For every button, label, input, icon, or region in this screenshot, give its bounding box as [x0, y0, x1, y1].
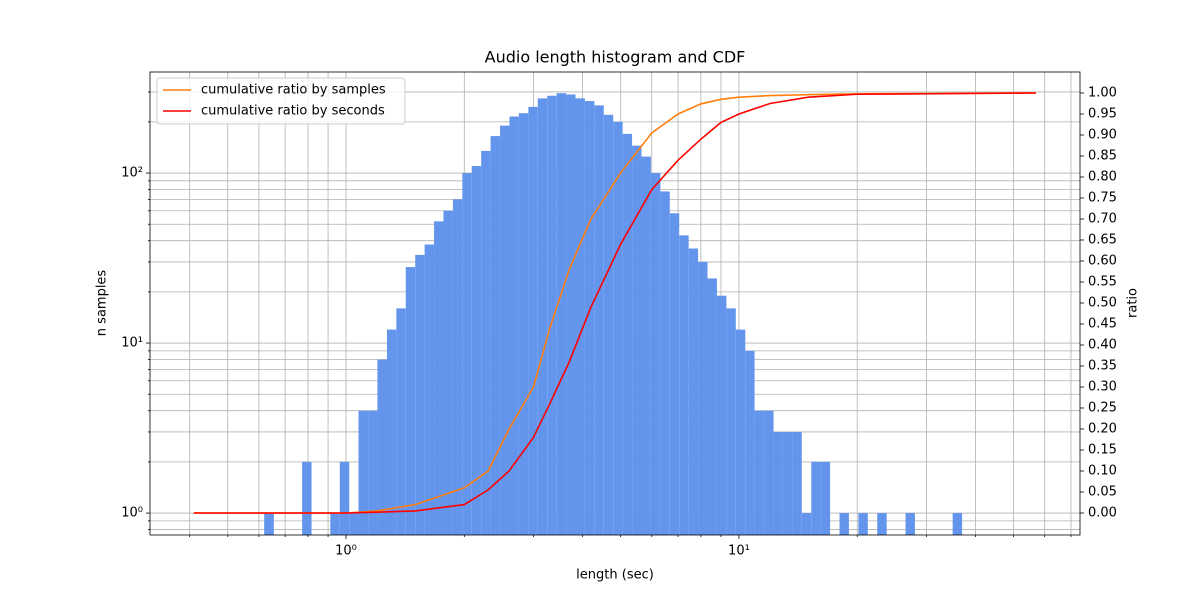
histogram-bar [811, 461, 821, 535]
histogram-bar [773, 431, 783, 535]
histogram-bar [358, 410, 369, 535]
y2-tick-label: 0.05 [1088, 484, 1117, 499]
histogram-bar [858, 513, 868, 535]
histogram-bar [415, 254, 425, 535]
histogram-bar [952, 513, 963, 535]
histogram-bar [339, 461, 350, 535]
histogram-bar [434, 221, 444, 535]
x-tick-label: 10⁰ [335, 544, 357, 559]
histogram-bar [368, 410, 378, 535]
y2-tick-label: 0.10 [1088, 463, 1117, 478]
histogram-bar [603, 114, 614, 535]
histogram-bar [877, 513, 887, 535]
y-tick-label: 10² [121, 166, 143, 181]
y2-tick-label: 0.15 [1088, 442, 1117, 457]
y2-tick-label: 0.50 [1088, 295, 1117, 310]
histogram-bar [518, 113, 529, 535]
histogram-bar [490, 136, 501, 535]
histogram-bar [556, 93, 567, 535]
histogram-bar [471, 166, 482, 535]
histogram-bar [452, 199, 463, 536]
histogram-bar [735, 329, 746, 535]
histogram-bar [641, 156, 651, 535]
y2-tick-label: 0.60 [1088, 253, 1117, 268]
y2-tick-label: 0.00 [1088, 505, 1117, 520]
histogram-bar [330, 513, 340, 535]
y2-tick-label: 0.95 [1088, 106, 1117, 121]
y2-tick-label: 0.85 [1088, 148, 1117, 163]
histogram-bar [396, 308, 406, 535]
y2-tick-label: 0.30 [1088, 379, 1117, 394]
y2-tick-label: 0.80 [1088, 169, 1117, 184]
histogram-bar [716, 295, 727, 535]
y2-tick-label: 0.25 [1088, 400, 1117, 415]
histogram-bar [547, 95, 557, 535]
y2-tick-label: 0.75 [1088, 190, 1117, 205]
histogram-bar [349, 513, 359, 535]
histogram-bar [481, 150, 491, 536]
histogram-bar [264, 513, 274, 535]
y2-tick-label: 0.65 [1088, 232, 1117, 247]
histogram-bar [537, 98, 548, 535]
x-tick-label: 10¹ [728, 544, 750, 559]
chart-title: Audio length histogram and CDF [485, 48, 746, 67]
y-tick-label: 10¹ [121, 336, 143, 351]
histogram-bar [754, 410, 765, 535]
histogram-bar [698, 261, 708, 535]
histogram-bar [792, 431, 802, 535]
histogram-bar [302, 461, 312, 535]
y2-tick-label: 0.90 [1088, 127, 1117, 142]
histogram-bar [528, 106, 538, 535]
histogram-bar [443, 210, 453, 535]
y2-tick-label: 0.70 [1088, 211, 1117, 226]
histogram-bar [509, 116, 519, 536]
histogram-bar [377, 359, 387, 535]
histogram-bar [622, 133, 633, 535]
histogram-bar [801, 513, 812, 535]
histogram-bar [839, 513, 849, 535]
histogram-bar [386, 329, 397, 535]
histogram-bar [764, 410, 774, 535]
histogram-bar [660, 191, 670, 535]
histogram-bar [745, 350, 755, 535]
y-tick-label: 10⁰ [121, 506, 143, 521]
histogram-bar [707, 278, 717, 535]
histogram-bar [820, 461, 831, 535]
histogram-bar [500, 125, 510, 535]
histogram-bar [679, 235, 689, 536]
histogram-bar [575, 98, 585, 535]
cdf-line [193, 92, 1036, 514]
histogram-bar [669, 213, 680, 535]
histogram-bar [650, 173, 661, 535]
cdf-line [193, 92, 1036, 514]
plot-frame [149, 71, 1081, 536]
histogram-bar [594, 105, 604, 536]
histogram-bar [688, 248, 699, 535]
histogram-bar [726, 308, 736, 535]
x-axis-label: length (sec) [576, 568, 654, 583]
histogram-bar [405, 267, 416, 535]
legend-label: cumulative ratio by samples [201, 83, 386, 98]
legend-box [156, 77, 406, 125]
histogram-bar [424, 244, 435, 535]
y2-tick-label: 0.55 [1088, 274, 1117, 289]
histogram-bar [613, 121, 623, 535]
histogram-bar [462, 173, 472, 535]
histogram-bar [782, 431, 793, 535]
histogram-bar [632, 145, 642, 536]
y-axis-label: n samples [95, 270, 110, 337]
y2-tick-label: 1.00 [1088, 85, 1117, 100]
y2-axis-label: ratio [1126, 288, 1141, 318]
y2-tick-label: 0.35 [1088, 358, 1117, 373]
y2-tick-label: 0.40 [1088, 337, 1117, 352]
histogram-bar [584, 101, 595, 535]
y2-tick-label: 0.45 [1088, 316, 1117, 331]
legend-label: cumulative ratio by seconds [201, 104, 385, 119]
histogram-bar [905, 513, 915, 535]
histogram-bar [566, 94, 576, 535]
y2-tick-label: 0.20 [1088, 421, 1117, 436]
